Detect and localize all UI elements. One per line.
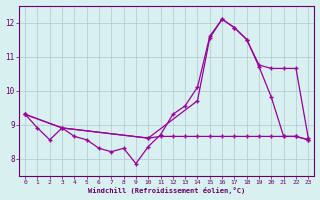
X-axis label: Windchill (Refroidissement éolien,°C): Windchill (Refroidissement éolien,°C) bbox=[88, 187, 245, 194]
